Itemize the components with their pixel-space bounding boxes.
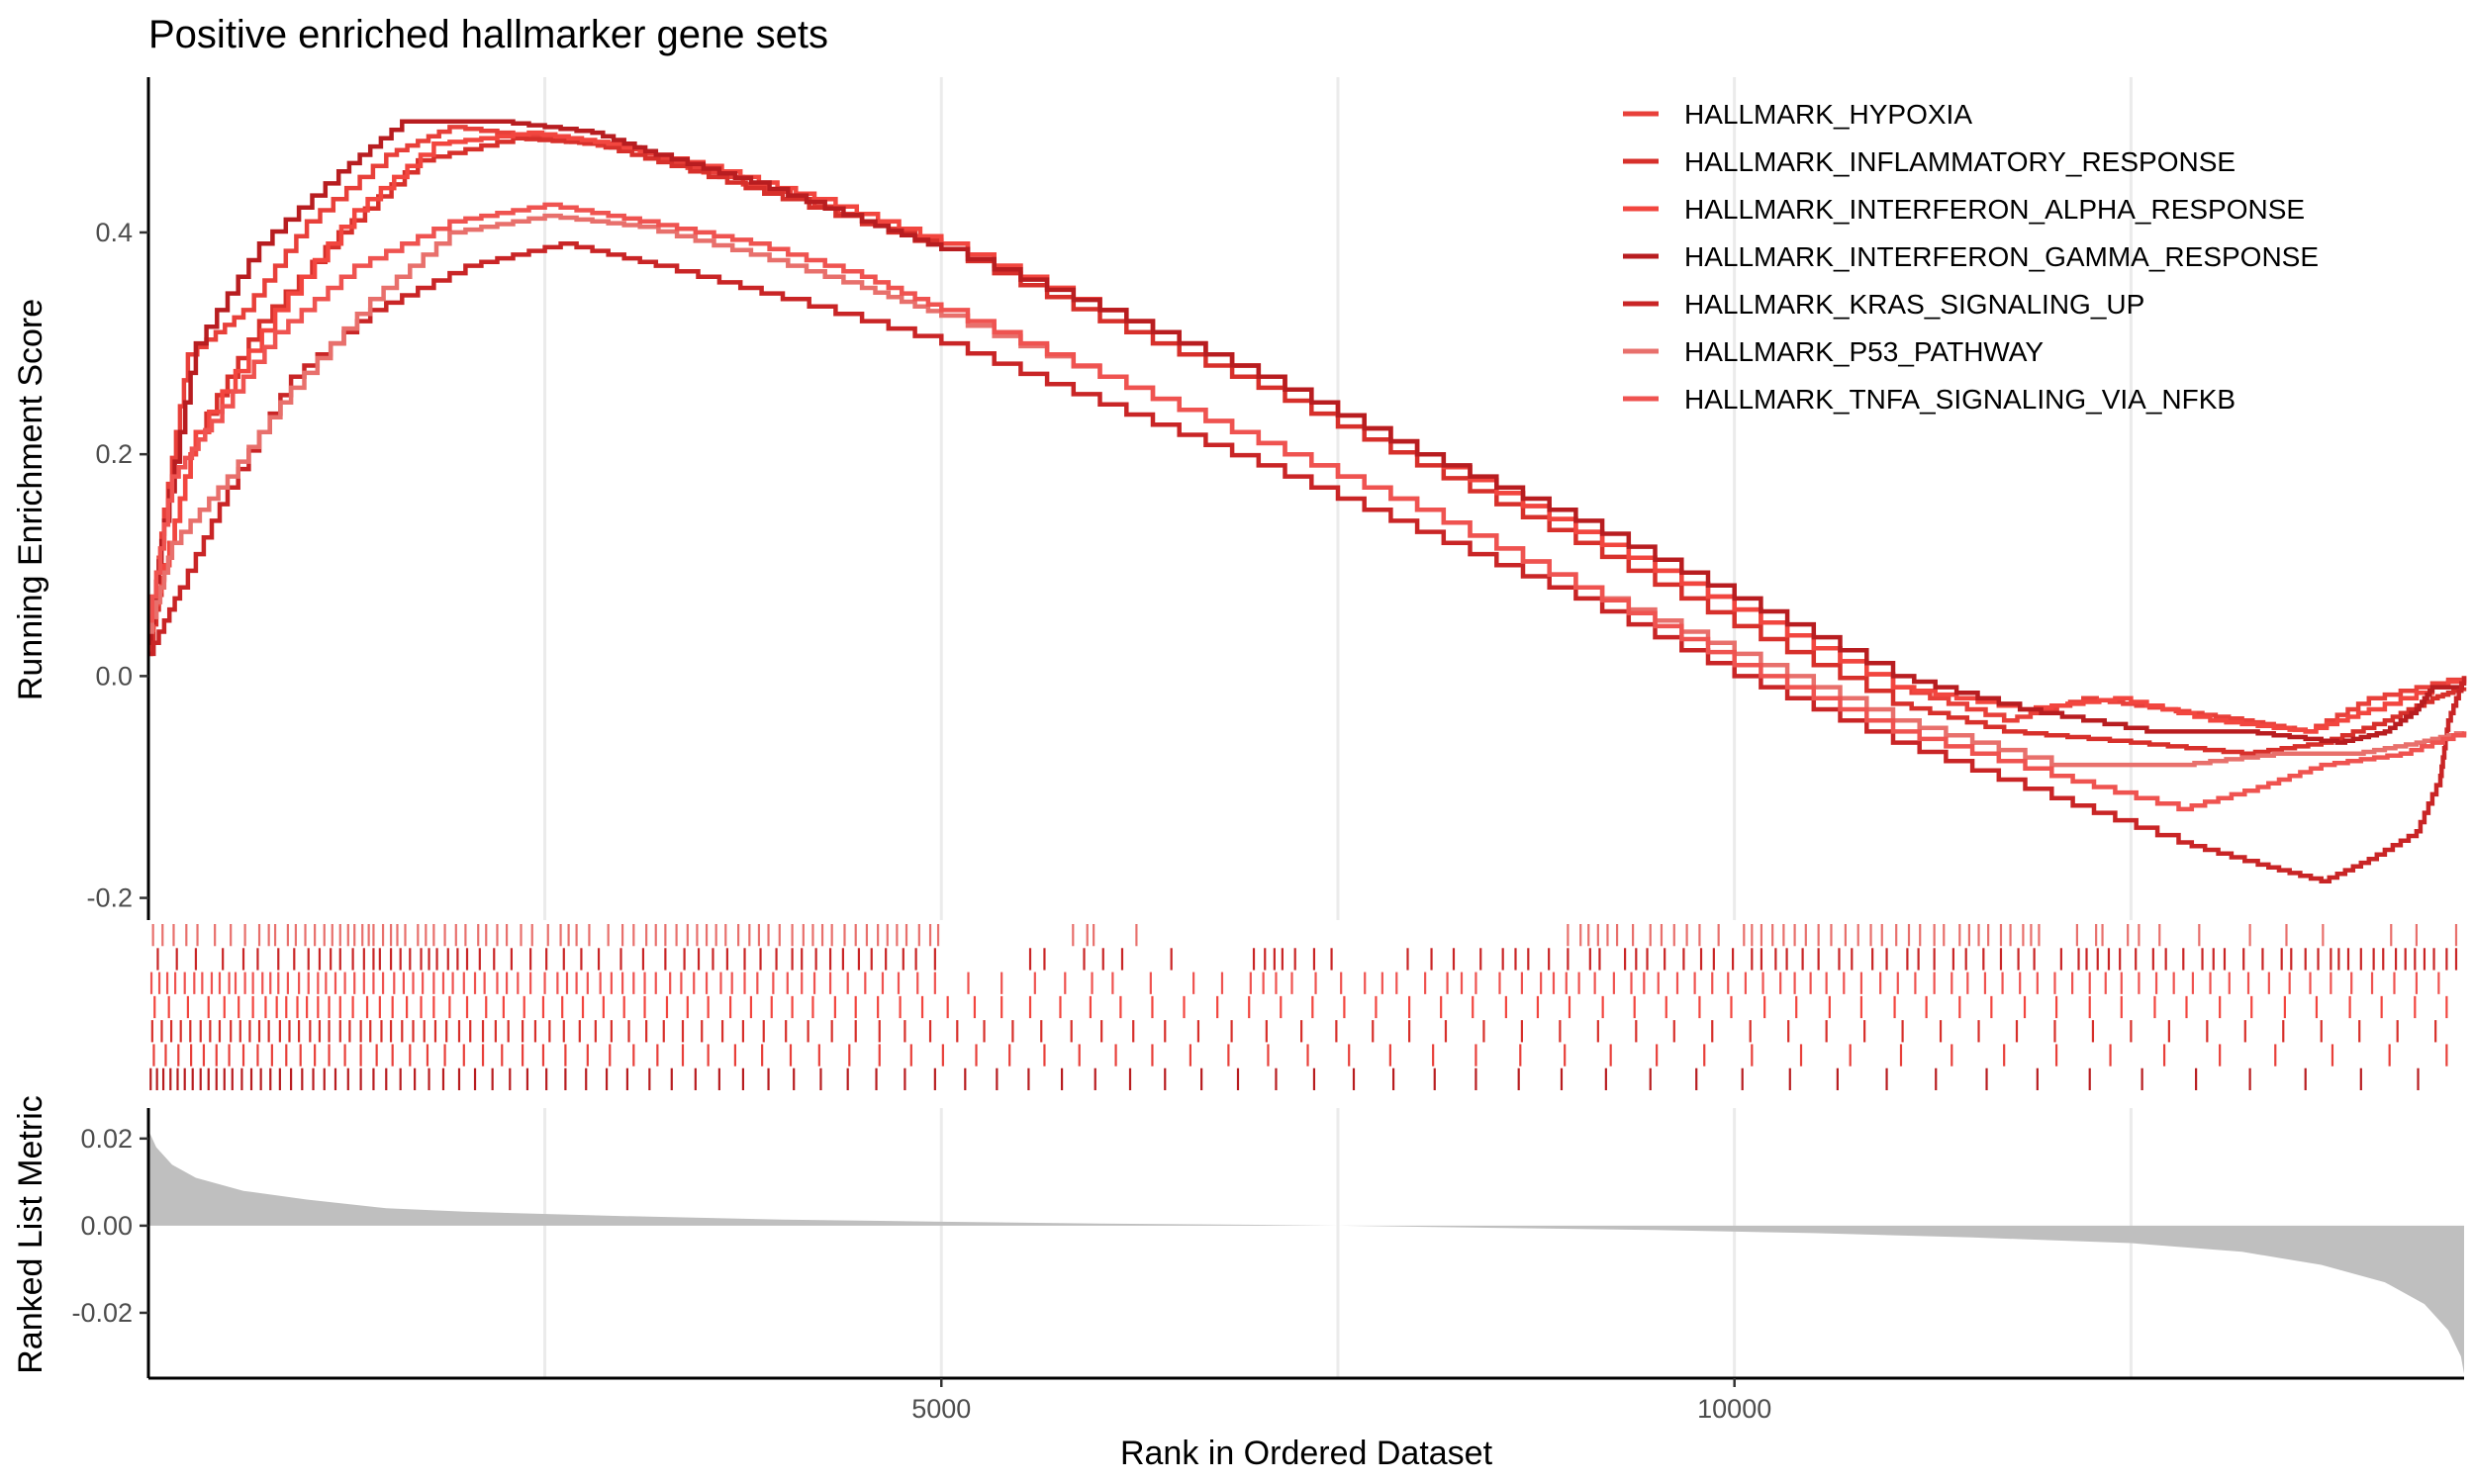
barcode-rows	[149, 924, 2458, 1090]
barcode-row-hallmark-inflammatory-response	[150, 1020, 2437, 1043]
legend-label: HALLMARK_HYPOXIA	[1684, 99, 1972, 130]
legend-label: HALLMARK_INTERFERON_ALPHA_RESPONSE	[1684, 194, 2305, 225]
enrichment-score-panel: -0.2 0.0 0.2 0.4 HALLMARK_HYPOXIA HALLMARK_I…	[86, 77, 2467, 920]
x-tick-label: 5000	[911, 1394, 971, 1424]
top-y-tick-label: -0.2	[86, 883, 133, 913]
x-axis: 5000 10000	[148, 1376, 2464, 1424]
legend-label: HALLMARK_INTERFERON_GAMMA_RESPONSE	[1684, 241, 2319, 272]
hit-barcode-panel	[149, 924, 2458, 1090]
ranked-metric-y-axis: -0.02 0.00 0.02	[71, 1108, 150, 1378]
barcode-row-hallmark-kras-signaling-up	[156, 948, 2458, 971]
top-y-tick-label: 0.0	[95, 661, 133, 691]
barcode-row-hallmark-hypoxia	[152, 1044, 2448, 1067]
x-tick-label: 10000	[1697, 1394, 1771, 1424]
legend-label: HALLMARK_TNFA_SIGNALING_VIA_NFKB	[1684, 384, 2236, 415]
barcode-row-hallmark-interferon-alpha-response	[153, 995, 2448, 1019]
legend-label: HALLMARK_KRAS_SIGNALING_UP	[1684, 289, 2144, 320]
es-line-hallmark-inflammatory-response	[147, 136, 2467, 757]
top-y-tick-label: 0.4	[95, 218, 133, 247]
top-y-tick-label: 0.2	[95, 439, 133, 469]
bottom-y-tick-label: 0.02	[80, 1124, 133, 1154]
ranked-metric-fill	[147, 1130, 2464, 1374]
es-line-hallmark-tnfa-signaling-via-nfkb	[147, 202, 2467, 812]
barcode-row-hallmark-tnfa-signaling-via-nfkb	[149, 972, 2440, 994]
legend-label: HALLMARK_INFLAMMATORY_RESPONSE	[1684, 146, 2236, 177]
enrichment-score-lines	[147, 119, 2467, 884]
barcode-row-hallmark-interferon-gamma-response	[149, 1067, 2420, 1090]
es-line-hallmark-interferon-gamma-response	[147, 119, 2464, 745]
y-axis-title-bottom: Ranked List Metric	[12, 1095, 49, 1374]
bottom-y-tick-label: 0.00	[80, 1211, 133, 1241]
barcode-row-hallmark-p53-pathway	[151, 924, 2458, 947]
legend: HALLMARK_HYPOXIA HALLMARK_INFLAMMATORY_RE…	[1623, 99, 2319, 415]
ranked-list-metric-panel: -0.02 0.00 0.02 5000 10000	[71, 1108, 2464, 1424]
enrichment-score-y-axis: -0.2 0.0 0.2 0.4	[86, 77, 150, 920]
legend-label: HALLMARK_P53_PATHWAY	[1684, 336, 2044, 367]
chart-title: Positive enriched hallmarker gene sets	[148, 13, 828, 56]
bottom-y-tick-label: -0.02	[71, 1298, 133, 1328]
y-axis-title-top: Running Enrichment Score	[12, 299, 49, 700]
x-axis-title: Rank in Ordered Dataset	[1120, 1435, 1493, 1472]
ranked-metric-area	[147, 1130, 2464, 1374]
bottom-panel-gridlines	[543, 1108, 2133, 1378]
es-line-hallmark-p53-pathway	[147, 213, 2467, 768]
